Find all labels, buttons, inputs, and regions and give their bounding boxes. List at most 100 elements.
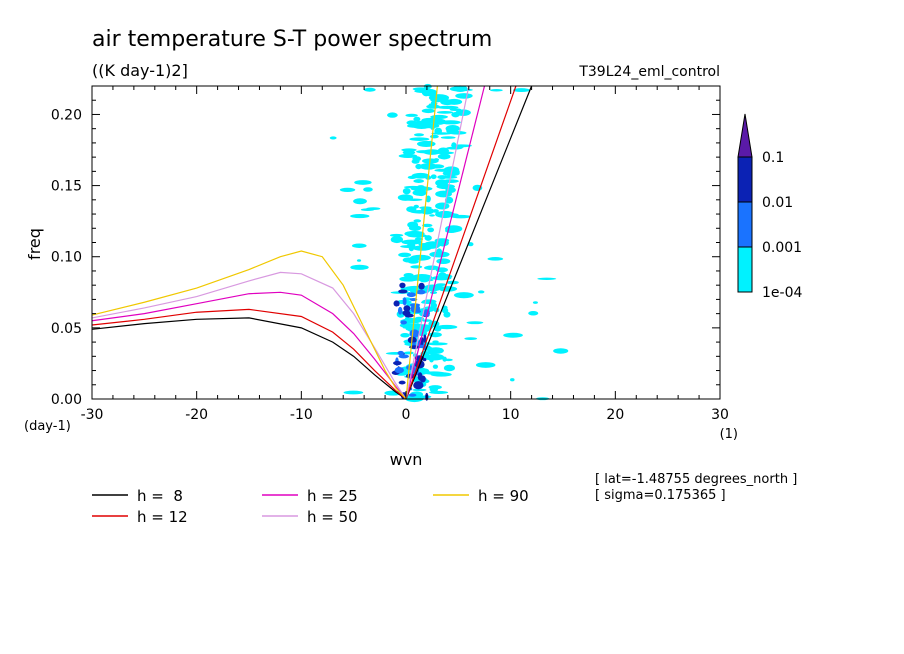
- contour-blob: [432, 340, 439, 344]
- x-unit-label: (1): [720, 427, 738, 442]
- contour-blob: [410, 265, 423, 269]
- contour-blob: [409, 329, 420, 338]
- contour-blob: [397, 350, 404, 356]
- contour-blob: [399, 282, 406, 289]
- contour-blob: [398, 252, 412, 258]
- contour-blob: [464, 337, 478, 341]
- y-tick-label: 0.00: [51, 392, 82, 408]
- contour-blob: [441, 307, 449, 314]
- contour-blob: [402, 187, 411, 195]
- contour-blob: [449, 108, 462, 112]
- chart-title: air temperature S-T power spectrum: [92, 27, 492, 52]
- contour-blob: [434, 168, 453, 172]
- contour-blob: [350, 213, 370, 219]
- contour-blob: [413, 116, 421, 122]
- contour-blob: [405, 324, 412, 331]
- contour-blob: [351, 243, 367, 248]
- contour-blob: [400, 332, 410, 338]
- x-axis-label: wvn: [390, 450, 423, 469]
- contour-blob: [408, 245, 415, 252]
- contour-blob: [398, 354, 410, 359]
- contour-blob: [413, 219, 422, 223]
- contour-blob: [453, 292, 474, 299]
- contour-blob: [407, 259, 419, 264]
- contour-blob: [429, 164, 445, 169]
- y-tick-label: 0.05: [51, 321, 82, 337]
- contour-blob: [421, 319, 432, 322]
- kelvin-wave-line: [405, 85, 470, 400]
- contour-blob: [422, 299, 437, 304]
- contour-blob: [435, 202, 450, 210]
- colorbar-label: 0.01: [762, 195, 793, 211]
- contour-blob: [412, 342, 416, 346]
- contour-blob: [408, 393, 417, 397]
- contour-blob: [434, 127, 442, 135]
- contour-blob: [414, 237, 423, 241]
- contour-blob: [398, 380, 406, 385]
- contour-blob: [444, 196, 454, 204]
- contour-blob: [403, 351, 414, 355]
- contour-blob: [510, 378, 515, 382]
- contour-blob: [424, 235, 432, 241]
- contour-blob: [429, 291, 438, 294]
- contour-blob: [440, 99, 455, 106]
- contour-blob: [428, 140, 434, 147]
- contour-blob: [475, 362, 496, 368]
- contour-blob: [408, 225, 422, 231]
- legend: h = 8 h = 12 h = 25 h = 50 h = 90: [92, 487, 529, 526]
- contour-blob: [404, 277, 425, 281]
- contour-blob: [413, 204, 419, 209]
- colorbar: 0.1 0.01 0.001 1e-04: [737, 113, 802, 301]
- contour-blob: [416, 185, 426, 190]
- contour-blob: [406, 123, 426, 128]
- contour-blob: [440, 175, 458, 179]
- contour-blob: [417, 372, 423, 381]
- contour-blob: [390, 236, 404, 244]
- x-tick-labels: -30 -20 -10 0 10 20 30: [81, 407, 729, 423]
- contour-blob: [405, 198, 423, 201]
- power-contours: [329, 83, 569, 403]
- x-tick-label: 20: [606, 407, 624, 423]
- contour-blob: [343, 390, 364, 395]
- contour-blob: [430, 174, 437, 180]
- contour-blob: [448, 131, 467, 135]
- contour-blob: [404, 313, 414, 318]
- contour-blob: [423, 354, 445, 361]
- kelvin-wave-line: [405, 85, 517, 400]
- contour-blob: [445, 125, 460, 133]
- contour-blob: [413, 381, 424, 390]
- y-tick-label: 0.20: [51, 107, 82, 123]
- colorbar-label: 0.1: [762, 150, 784, 166]
- contour-blob: [537, 277, 557, 281]
- run-name-label: T39L24_eml_control: [578, 64, 720, 80]
- contour-blob: [396, 301, 400, 307]
- contour-blob: [466, 321, 484, 325]
- y-tick-labels: 0.00 0.05 0.10 0.15 0.20: [51, 107, 82, 408]
- contour-blob: [512, 88, 530, 93]
- contour-blob: [363, 87, 376, 92]
- contour-blob: [423, 334, 427, 343]
- contour-blob: [413, 133, 425, 137]
- contour-blob: [406, 206, 417, 213]
- contour-blob: [423, 371, 445, 375]
- contour-blob: [389, 233, 404, 237]
- y-tick-label: 0.10: [51, 250, 82, 266]
- contour-blob: [412, 388, 427, 392]
- contour-blob: [432, 364, 439, 369]
- contour-blob: [412, 189, 427, 196]
- contour-blob: [457, 145, 464, 149]
- contour-blob: [437, 153, 451, 160]
- contour-blob: [416, 289, 426, 295]
- colorbar-swatch-0.001-0.01: [737, 201, 753, 248]
- contour-blob: [532, 301, 538, 304]
- contour-blob: [443, 364, 456, 372]
- contour-blob: [406, 292, 416, 298]
- contour-blob: [421, 123, 440, 129]
- contour-blob: [442, 213, 459, 217]
- legend-label-h12: h = 12: [137, 508, 188, 526]
- contour-blob: [403, 305, 411, 312]
- latitude-info: [ lat=-1.48755 degrees_north ]: [595, 472, 797, 487]
- contour-blob: [421, 108, 435, 114]
- x-tick-label: 30: [711, 407, 729, 423]
